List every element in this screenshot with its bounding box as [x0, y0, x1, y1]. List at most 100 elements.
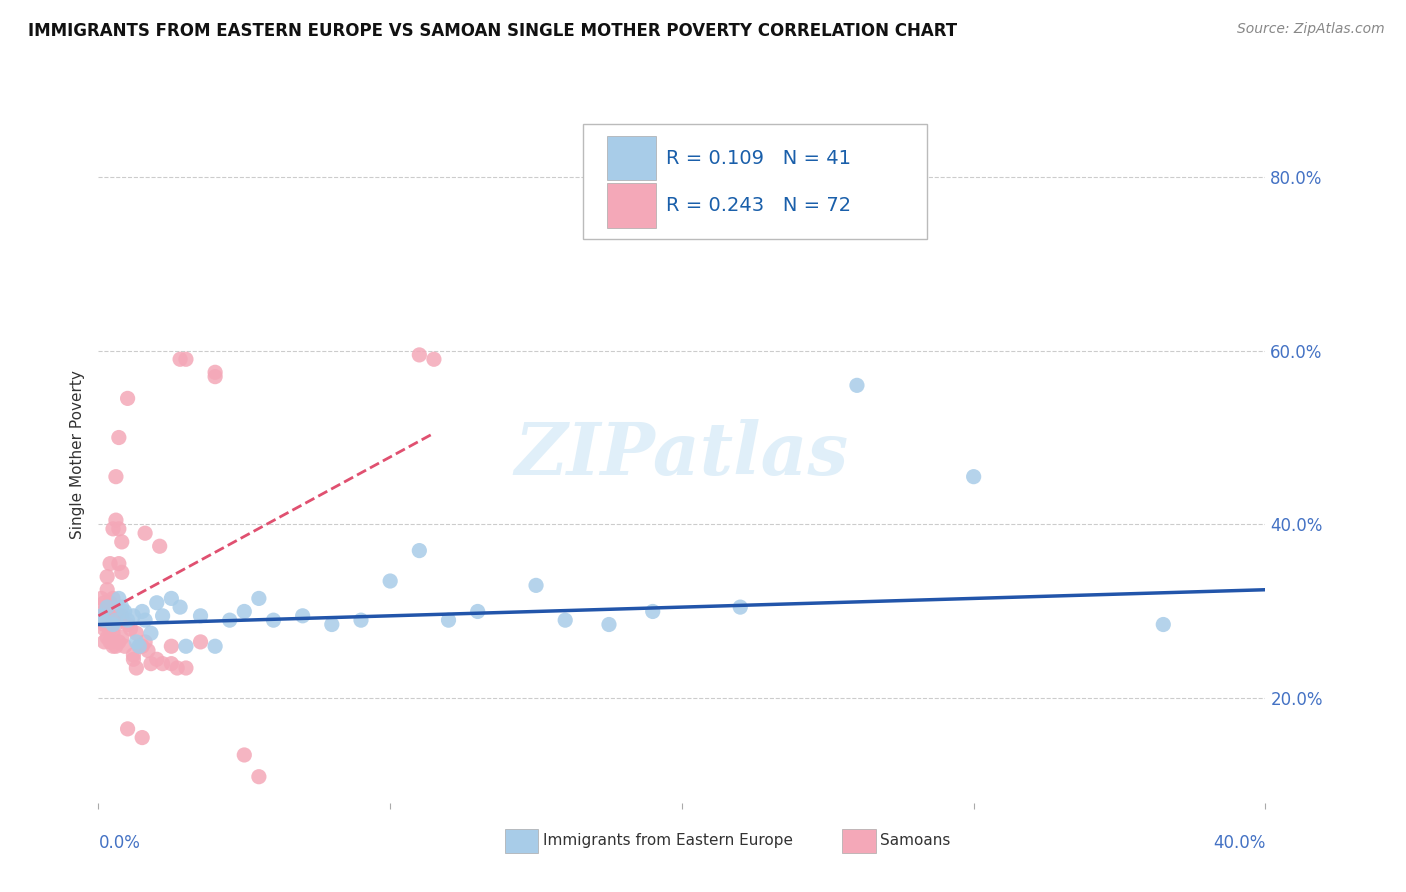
Y-axis label: Single Mother Poverty: Single Mother Poverty: [70, 370, 86, 540]
Point: [104, 513, 127, 527]
Point: [108, 522, 131, 536]
Point: [146, 596, 169, 610]
Point: [166, 661, 188, 675]
Point: [125, 635, 148, 649]
Point: [122, 608, 145, 623]
Point: [641, 605, 664, 619]
Point: [98, 557, 121, 571]
FancyBboxPatch shape: [607, 136, 657, 180]
Text: ZIPatlas: ZIPatlas: [515, 419, 849, 491]
Point: [98, 608, 121, 623]
Point: [111, 534, 134, 549]
Point: [90, 608, 112, 623]
Point: [104, 613, 127, 627]
Point: [136, 643, 159, 657]
Point: [96, 631, 118, 645]
Point: [408, 543, 430, 558]
Point: [125, 626, 148, 640]
Point: [101, 617, 124, 632]
Point: [111, 631, 134, 645]
Text: 0.0%: 0.0%: [98, 834, 141, 852]
Point: [96, 582, 118, 597]
Point: [233, 605, 256, 619]
Point: [169, 352, 191, 367]
Point: [350, 613, 373, 627]
Point: [93, 617, 115, 632]
Point: [108, 430, 131, 444]
Point: [134, 526, 156, 541]
Point: [104, 613, 127, 627]
Point: [467, 605, 489, 619]
Point: [96, 608, 118, 623]
Point: [101, 613, 124, 627]
Point: [190, 635, 212, 649]
Point: [96, 570, 118, 584]
Point: [93, 622, 115, 636]
Point: [101, 635, 124, 649]
Point: [101, 522, 124, 536]
Point: [117, 722, 139, 736]
Point: [152, 608, 174, 623]
Point: [108, 591, 131, 606]
Point: [128, 639, 150, 653]
Point: [247, 770, 270, 784]
Point: [218, 613, 240, 627]
Point: [134, 635, 156, 649]
Point: [962, 469, 984, 483]
Point: [131, 605, 153, 619]
FancyBboxPatch shape: [582, 124, 927, 239]
Point: [98, 622, 121, 636]
Point: [321, 617, 343, 632]
Point: [98, 596, 121, 610]
Point: [104, 469, 127, 483]
Point: [291, 608, 314, 623]
Point: [174, 639, 197, 653]
Point: [98, 613, 121, 627]
Point: [93, 605, 115, 619]
Point: [554, 613, 576, 627]
Text: R = 0.243   N = 72: R = 0.243 N = 72: [665, 196, 851, 215]
Point: [104, 617, 127, 632]
Point: [1152, 617, 1174, 632]
Text: 40.0%: 40.0%: [1213, 834, 1265, 852]
Text: Source: ZipAtlas.com: Source: ZipAtlas.com: [1237, 22, 1385, 37]
Point: [408, 348, 430, 362]
Point: [122, 652, 145, 666]
Point: [96, 613, 118, 627]
Point: [160, 591, 183, 606]
Point: [131, 639, 153, 653]
Point: [117, 613, 139, 627]
Point: [134, 613, 156, 627]
Point: [111, 600, 134, 615]
Point: [423, 352, 446, 367]
Point: [247, 591, 270, 606]
Point: [598, 617, 620, 632]
Text: R = 0.109   N = 41: R = 0.109 N = 41: [665, 149, 851, 168]
Point: [114, 639, 136, 653]
Point: [160, 657, 183, 671]
Point: [174, 661, 197, 675]
Point: [128, 639, 150, 653]
Point: [233, 747, 256, 762]
Point: [152, 657, 174, 671]
Point: [204, 365, 226, 379]
Point: [93, 635, 115, 649]
Point: [93, 613, 115, 627]
Point: [117, 392, 139, 406]
Point: [204, 639, 226, 653]
Point: [190, 608, 212, 623]
Text: IMMIGRANTS FROM EASTERN EUROPE VS SAMOAN SINGLE MOTHER POVERTY CORRELATION CHART: IMMIGRANTS FROM EASTERN EUROPE VS SAMOAN…: [28, 22, 957, 40]
Point: [728, 600, 751, 615]
Point: [90, 591, 112, 606]
Point: [139, 626, 162, 640]
Point: [139, 657, 162, 671]
Point: [96, 605, 118, 619]
Point: [378, 574, 402, 588]
Point: [108, 608, 131, 623]
Point: [108, 635, 131, 649]
Point: [160, 639, 183, 653]
Point: [90, 608, 112, 623]
Point: [96, 600, 118, 615]
Point: [845, 378, 868, 392]
Point: [93, 596, 115, 610]
